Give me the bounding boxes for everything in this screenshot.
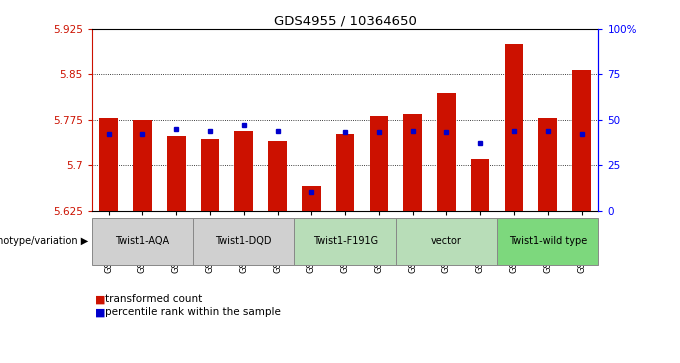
Text: ■: ■ (95, 294, 105, 305)
Bar (336, 134, 354, 211)
Title: GDS4955 / 10364650: GDS4955 / 10364650 (273, 15, 417, 28)
Text: percentile rank within the sample: percentile rank within the sample (105, 307, 282, 317)
Bar (437, 93, 456, 211)
Bar (505, 44, 523, 211)
Bar (167, 136, 186, 211)
Bar (201, 139, 219, 211)
Bar (235, 131, 253, 211)
Bar (471, 159, 490, 211)
Text: Twist1-F191G: Twist1-F191G (313, 236, 377, 246)
Bar (269, 141, 287, 211)
Bar (133, 120, 152, 211)
Text: genotype/variation ▶: genotype/variation ▶ (0, 236, 88, 246)
Bar (403, 114, 422, 211)
Text: vector: vector (431, 236, 462, 246)
Bar (302, 186, 320, 211)
Text: Twist1-AQA: Twist1-AQA (116, 236, 169, 246)
Bar (539, 118, 557, 211)
Text: transformed count: transformed count (105, 294, 203, 305)
Bar (370, 115, 388, 211)
Text: Twist1-wild type: Twist1-wild type (509, 236, 587, 246)
Text: Twist1-DQD: Twist1-DQD (216, 236, 272, 246)
Bar (99, 118, 118, 211)
Bar (573, 70, 591, 211)
Text: ■: ■ (95, 307, 105, 317)
